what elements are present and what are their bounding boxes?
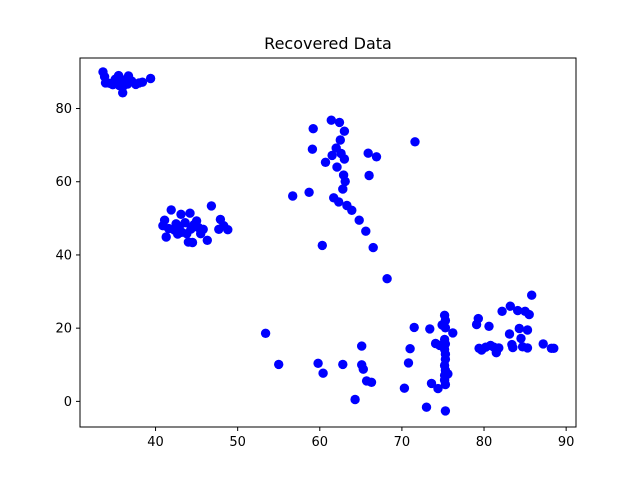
data-point <box>497 306 507 316</box>
data-point <box>166 205 176 215</box>
data-point <box>440 315 451 326</box>
data-point <box>484 321 494 331</box>
data-point <box>260 328 271 338</box>
data-point <box>338 359 348 370</box>
x-tick-label: 70 <box>394 435 411 450</box>
data-point <box>118 88 128 98</box>
data-point <box>364 170 374 181</box>
y-tick-label: 40 <box>55 248 72 263</box>
chart-title: Recovered Data <box>264 34 392 53</box>
data-point <box>405 344 415 354</box>
data-point <box>354 215 364 225</box>
data-point <box>187 237 198 248</box>
data-point <box>409 322 419 333</box>
data-point <box>505 301 515 311</box>
data-point <box>350 394 360 405</box>
data-point <box>304 187 314 197</box>
data-point <box>176 209 186 219</box>
x-tick-label: 60 <box>312 435 329 450</box>
x-tick-label: 40 <box>147 435 164 450</box>
data-point <box>223 225 233 235</box>
data-point <box>403 358 414 368</box>
data-point <box>508 342 518 353</box>
x-axis: 40 50 60 70 80 90 <box>147 427 574 450</box>
data-point <box>357 341 367 351</box>
data-point <box>522 343 533 353</box>
data-point <box>308 124 318 134</box>
data-point <box>371 152 382 162</box>
data-point <box>440 379 451 390</box>
data-point <box>288 191 298 201</box>
data-point <box>494 343 504 353</box>
data-point <box>425 324 435 334</box>
data-point <box>159 215 170 225</box>
data-point <box>339 126 350 136</box>
data-point <box>334 117 345 128</box>
data-point <box>421 402 432 412</box>
data-point <box>448 328 458 338</box>
data-point <box>524 309 534 320</box>
data-point <box>504 329 515 339</box>
data-point <box>426 378 437 389</box>
data-point <box>318 368 328 378</box>
data-point <box>440 406 451 416</box>
y-tick-label: 60 <box>55 175 72 190</box>
data-point <box>358 364 368 374</box>
data-point <box>473 313 483 324</box>
data-point <box>549 343 559 353</box>
data-point <box>180 218 190 228</box>
data-point <box>198 224 208 234</box>
data-point <box>522 325 533 335</box>
data-point <box>334 197 344 207</box>
data-point <box>307 144 318 154</box>
data-point <box>433 383 443 394</box>
data-point <box>338 184 348 194</box>
data-point <box>327 150 337 161</box>
data-point <box>274 359 284 370</box>
data-point <box>185 208 195 218</box>
data-point <box>440 323 451 333</box>
data-point <box>347 205 357 215</box>
data-point <box>399 383 410 393</box>
x-tick-label: 90 <box>558 435 575 450</box>
data-point <box>514 323 524 334</box>
data-point <box>443 369 453 379</box>
data-point <box>202 235 212 245</box>
data-point <box>363 148 373 158</box>
data-point <box>410 137 420 147</box>
y-axis: 0 20 40 60 80 <box>55 102 80 410</box>
data-point <box>161 232 171 242</box>
x-tick-label: 80 <box>476 435 493 450</box>
data-point <box>326 115 336 125</box>
data-point <box>516 333 526 344</box>
plot-area-frame <box>79 57 577 428</box>
x-tick-label: 50 <box>229 435 246 450</box>
data-point <box>320 157 331 167</box>
data-point <box>340 176 350 187</box>
data-point <box>382 274 392 284</box>
data-point <box>527 290 537 300</box>
data-point <box>538 339 548 349</box>
data-point <box>368 242 378 253</box>
data-point <box>513 305 523 316</box>
data-point <box>339 154 350 164</box>
y-tick-label: 0 <box>64 395 72 410</box>
data-point <box>366 377 377 387</box>
data-point <box>145 73 156 84</box>
y-tick-label: 20 <box>55 322 72 337</box>
data-point <box>313 358 323 368</box>
data-point <box>206 201 217 211</box>
data-point <box>335 135 345 145</box>
points-layer <box>98 67 559 416</box>
y-tick-label: 80 <box>55 102 72 117</box>
data-point <box>361 226 371 236</box>
data-point <box>137 77 148 87</box>
data-point <box>332 162 342 172</box>
data-point <box>317 240 327 251</box>
